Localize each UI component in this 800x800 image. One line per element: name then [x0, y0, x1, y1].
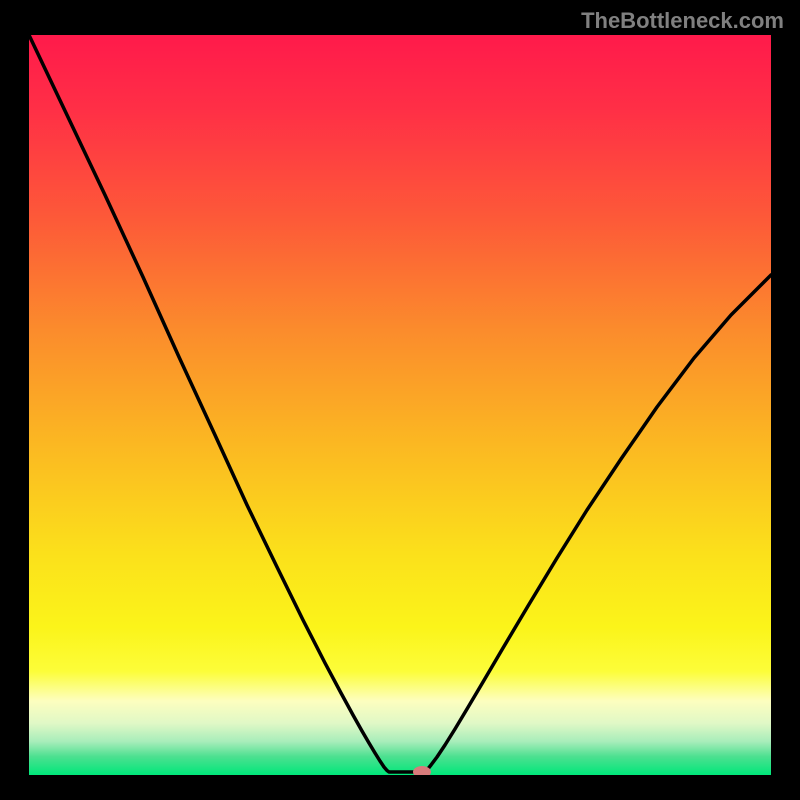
curve-path [29, 35, 771, 772]
optimal-point-marker [413, 766, 431, 775]
chart-canvas: TheBottleneck.com [0, 0, 800, 800]
watermark-text: TheBottleneck.com [581, 8, 784, 34]
bottleneck-curve [29, 35, 771, 775]
plot-area [29, 35, 771, 775]
